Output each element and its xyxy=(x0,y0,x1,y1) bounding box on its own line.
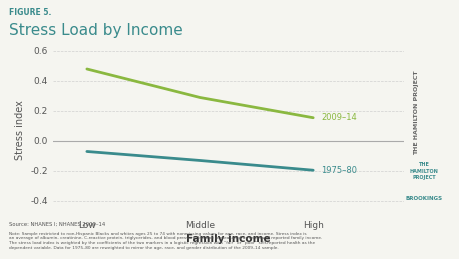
Text: THE HAMILTON PROJECT: THE HAMILTON PROJECT xyxy=(413,70,418,155)
Y-axis label: Stress index: Stress index xyxy=(15,100,25,160)
Text: BROOKINGS: BROOKINGS xyxy=(405,196,442,201)
Text: 2009–14: 2009–14 xyxy=(320,113,356,122)
X-axis label: Family income: Family income xyxy=(185,234,270,244)
Text: 1975–80: 1975–80 xyxy=(320,166,356,175)
Text: Stress Load by Income: Stress Load by Income xyxy=(9,23,183,38)
Text: Note: Sample restricted to non-Hispanic Blacks and whites ages 25 to 74 with non: Note: Sample restricted to non-Hispanic … xyxy=(9,232,322,250)
Text: THE
HAMILTON
PROJECT: THE HAMILTON PROJECT xyxy=(409,162,438,180)
Text: FIGURE 5.: FIGURE 5. xyxy=(9,8,51,17)
Text: Source: NHANES I; NHANES 2009–14: Source: NHANES I; NHANES 2009–14 xyxy=(9,221,105,226)
